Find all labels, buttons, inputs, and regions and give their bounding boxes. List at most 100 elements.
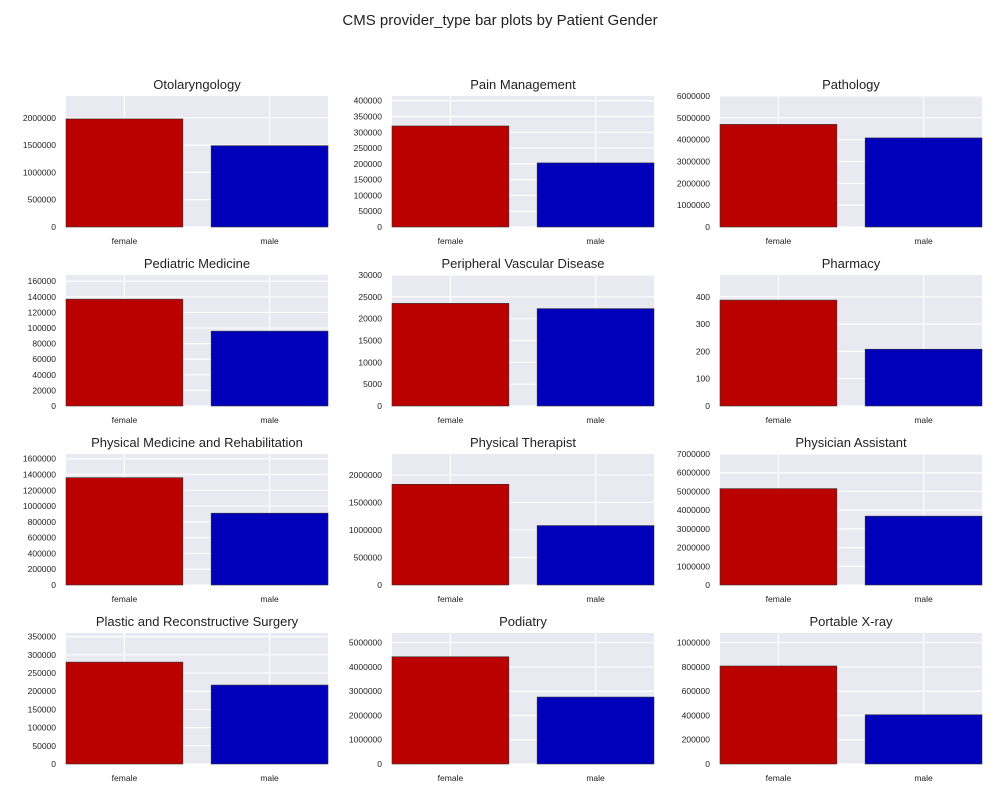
x-tick-label: female xyxy=(438,594,464,604)
y-tick-label: 5000000 xyxy=(677,113,710,123)
y-tick-label: 0 xyxy=(51,580,56,590)
subplot-title: Otolaryngology xyxy=(153,77,241,92)
subplot-1: Pain Management 0 50000 100000 150000 200000 2… xyxy=(354,77,655,246)
x-tick-label: female xyxy=(438,773,464,783)
y-tick-label: 6000000 xyxy=(677,91,710,101)
y-tick-label: 5000 xyxy=(363,379,382,389)
subplot-title: Physical Medicine and Rehabilitation xyxy=(91,435,303,450)
y-tick-label: 50000 xyxy=(358,206,382,216)
subplot-11: Portable X-ray 0 200000 400000 600000 800000 1… xyxy=(677,614,983,783)
y-tick-label: 0 xyxy=(705,580,710,590)
y-tick-label: 4000000 xyxy=(677,135,710,145)
y-tick-label: 5000000 xyxy=(349,638,382,648)
y-tick-label: 500000 xyxy=(28,195,57,205)
y-tick-label: 300000 xyxy=(28,650,57,660)
y-tick-label: 1000000 xyxy=(23,501,56,511)
y-tick-label: 0 xyxy=(51,222,56,232)
y-tick-label: 2000000 xyxy=(677,178,710,188)
bar-male xyxy=(536,525,655,586)
y-tick-label: 0 xyxy=(51,401,56,411)
y-tick-label: 600000 xyxy=(28,533,57,543)
x-tick-label: male xyxy=(260,594,279,604)
y-tick-label: 200000 xyxy=(682,735,711,745)
subplot-title: Peripheral Vascular Disease xyxy=(441,256,604,271)
bar-male xyxy=(536,308,655,407)
y-tick-label: 800000 xyxy=(682,662,711,672)
subplot-2: Pathology 0 1000000 2000000 3000000 4000000 50… xyxy=(677,77,983,246)
subplot-0: Otolaryngology 0 500000 1000000 1500000 20000… xyxy=(23,77,329,246)
y-tick-label: 7000000 xyxy=(677,449,710,459)
bar-female xyxy=(719,299,838,407)
x-tick-label: male xyxy=(260,773,279,783)
y-tick-label: 4000000 xyxy=(349,662,382,672)
y-tick-label: 1500000 xyxy=(349,497,382,507)
x-tick-label: female xyxy=(766,236,792,246)
bar-male xyxy=(210,330,329,407)
x-tick-label: male xyxy=(586,773,605,783)
subplot-title: Portable X-ray xyxy=(809,614,893,629)
subplot-title: Physical Therapist xyxy=(470,435,576,450)
x-tick-label: male xyxy=(586,415,605,425)
y-tick-label: 1000000 xyxy=(23,167,56,177)
y-tick-label: 250000 xyxy=(354,143,383,153)
y-tick-label: 0 xyxy=(51,759,56,769)
bar-female xyxy=(719,488,838,586)
y-tick-label: 2000000 xyxy=(23,113,56,123)
y-tick-label: 600000 xyxy=(682,686,711,696)
y-tick-label: 800000 xyxy=(28,517,57,527)
y-tick-label: 1400000 xyxy=(23,470,56,480)
bar-male xyxy=(210,512,329,586)
y-tick-label: 0 xyxy=(705,222,710,232)
bar-female xyxy=(391,125,510,228)
y-tick-label: 150000 xyxy=(28,704,57,714)
y-tick-label: 100000 xyxy=(28,323,57,333)
y-tick-label: 2000000 xyxy=(349,710,382,720)
y-tick-label: 350000 xyxy=(354,112,383,122)
bar-female xyxy=(65,118,184,228)
y-tick-label: 1000000 xyxy=(349,735,382,745)
bar-female xyxy=(65,477,184,586)
y-tick-label: 60000 xyxy=(32,354,56,364)
y-tick-label: 100000 xyxy=(354,190,383,200)
x-tick-label: male xyxy=(914,594,933,604)
y-tick-label: 300000 xyxy=(354,127,383,137)
y-tick-label: 1500000 xyxy=(23,140,56,150)
x-tick-label: female xyxy=(112,415,138,425)
subplot-title: Pathology xyxy=(822,77,880,92)
y-tick-label: 0 xyxy=(377,580,382,590)
y-tick-label: 50000 xyxy=(32,741,56,751)
bar-male xyxy=(210,684,329,765)
x-tick-label: female xyxy=(766,773,792,783)
bar-female xyxy=(65,298,184,407)
subplot-title: Plastic and Reconstructive Surgery xyxy=(96,614,299,629)
subplot-title: Physician Assistant xyxy=(795,435,907,450)
y-tick-label: 0 xyxy=(705,759,710,769)
y-tick-label: 200 xyxy=(696,346,710,356)
subplot-6: Physical Medicine and Rehabilitation 0 200… xyxy=(23,435,329,604)
subplot-8: Physician Assistant 0 1000000 2000000 300000… xyxy=(677,435,983,604)
x-tick-label: male xyxy=(260,236,279,246)
y-tick-label: 200000 xyxy=(28,686,57,696)
y-tick-label: 6000000 xyxy=(677,468,710,478)
y-tick-label: 250000 xyxy=(28,668,57,678)
x-tick-label: male xyxy=(914,415,933,425)
y-tick-label: 400000 xyxy=(28,548,57,558)
y-tick-label: 150000 xyxy=(354,175,383,185)
subplot-3: Pediatric Medicine 0 20000 40000 60000 80000 1… xyxy=(28,256,329,425)
y-tick-label: 20000 xyxy=(358,314,382,324)
y-tick-label: 1000000 xyxy=(677,561,710,571)
y-tick-label: 300 xyxy=(696,319,710,329)
y-tick-label: 4000000 xyxy=(677,505,710,515)
y-tick-label: 1600000 xyxy=(23,454,56,464)
subplot-title: Podiatry xyxy=(499,614,547,629)
x-tick-label: female xyxy=(112,236,138,246)
y-tick-label: 5000000 xyxy=(677,486,710,496)
bar-female xyxy=(719,124,838,228)
bar-male xyxy=(536,696,655,765)
subplot-4: Peripheral Vascular Disease 0 5000 10000 150… xyxy=(358,256,655,425)
subplot-title: Pain Management xyxy=(470,77,576,92)
y-tick-label: 3000000 xyxy=(677,157,710,167)
y-tick-label: 120000 xyxy=(28,307,57,317)
bar-female xyxy=(65,661,184,765)
x-tick-label: female xyxy=(438,236,464,246)
